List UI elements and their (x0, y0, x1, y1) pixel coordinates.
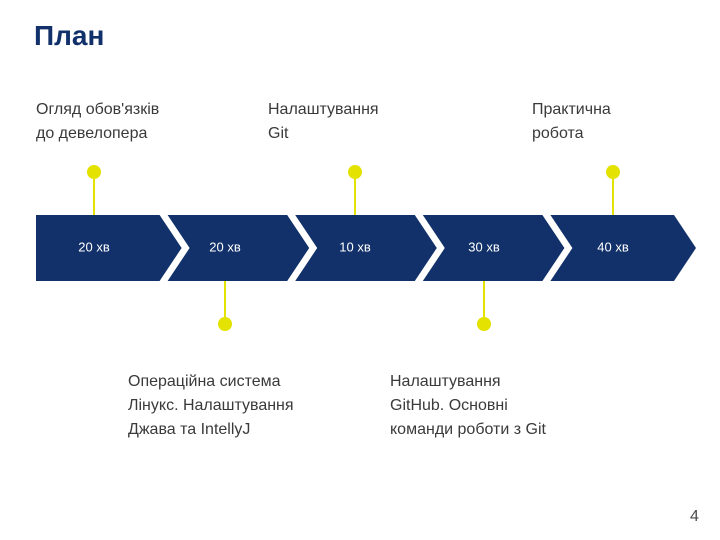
marker-dot (348, 165, 362, 179)
slide: План Огляд обов'язківдо девелопера Налаш… (0, 0, 720, 540)
marker-dot (606, 165, 620, 179)
segment-label-3: 30 хв (468, 239, 500, 254)
segment-label-4: 40 хв (597, 239, 629, 254)
segment-label-2: 10 хв (339, 239, 371, 254)
marker-dot (87, 165, 101, 179)
marker-dot (477, 317, 491, 331)
page-number: 4 (690, 508, 699, 526)
segment-label-1: 20 хв (209, 239, 241, 254)
segment-label-0: 20 хв (78, 239, 110, 254)
timeline-diagram: 20 хв 20 хв 10 хв 30 хв 40 хв (0, 0, 720, 540)
marker-dot (218, 317, 232, 331)
